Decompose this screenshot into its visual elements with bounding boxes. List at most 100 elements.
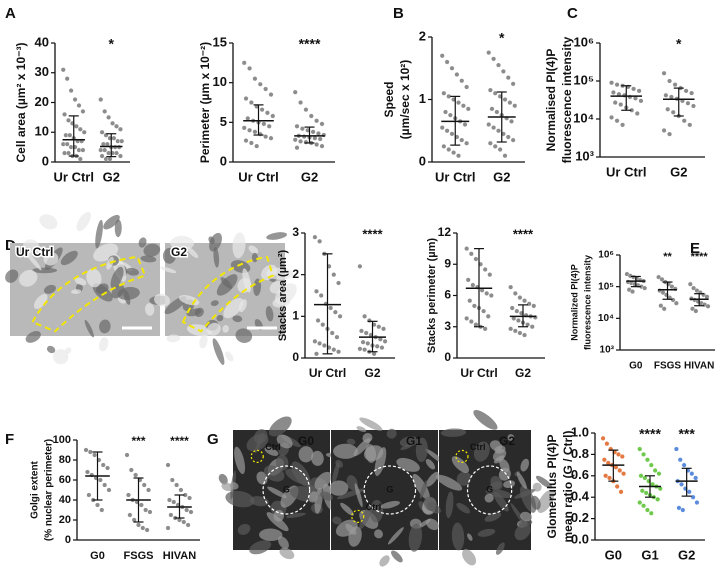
data-point xyxy=(670,109,676,115)
y-tick-label: 10³ xyxy=(575,148,594,163)
data-point xyxy=(487,87,493,93)
data-point xyxy=(517,295,523,301)
data-point xyxy=(495,128,501,134)
data-point xyxy=(676,505,682,511)
data-point xyxy=(318,293,324,299)
data-point xyxy=(77,156,83,162)
y-tick-label: 0.2 xyxy=(571,510,589,525)
x-tick-label: G2 xyxy=(364,366,380,380)
data-point xyxy=(621,471,627,477)
data-point xyxy=(303,107,309,113)
texture xyxy=(267,486,287,499)
data-point xyxy=(365,340,371,346)
data-point xyxy=(264,110,270,116)
texture xyxy=(220,277,232,289)
texture xyxy=(248,245,259,254)
data-point xyxy=(522,298,528,304)
texture xyxy=(216,314,224,322)
data-point xyxy=(604,441,610,447)
texture xyxy=(379,555,390,567)
data-point xyxy=(459,137,465,143)
y-tick-label: 0.4 xyxy=(571,489,590,504)
y-tick-label: 20 xyxy=(59,514,71,526)
data-point xyxy=(314,142,320,148)
data-point xyxy=(508,284,514,290)
y-tick-label: 0 xyxy=(42,153,49,168)
data-point xyxy=(65,117,71,123)
significance: *** xyxy=(678,426,695,442)
texture xyxy=(354,483,363,508)
texture xyxy=(532,482,542,492)
y-tick-label: 0 xyxy=(65,534,71,546)
data-point xyxy=(652,467,658,473)
data-point xyxy=(620,122,626,128)
y-tick-label: 0 xyxy=(419,153,426,168)
data-point xyxy=(618,102,624,108)
data-point xyxy=(317,238,323,244)
data-point xyxy=(62,111,68,117)
data-point xyxy=(491,56,497,62)
data-point xyxy=(315,318,321,324)
data-point xyxy=(65,150,71,156)
texture xyxy=(520,511,533,522)
data-point xyxy=(502,96,508,102)
panel-letter: F xyxy=(5,431,14,448)
data-point xyxy=(83,447,89,453)
texture xyxy=(154,293,171,307)
data-point xyxy=(510,137,516,143)
texture xyxy=(286,512,306,519)
data-point xyxy=(294,145,300,151)
data-point xyxy=(631,86,637,92)
y-axis-label: (µm/sec x 10²) xyxy=(398,60,412,140)
data-point xyxy=(508,326,514,332)
data-point xyxy=(529,324,535,330)
data-point xyxy=(673,300,679,306)
data-point xyxy=(140,525,146,531)
data-point xyxy=(601,457,607,463)
data-point xyxy=(315,130,321,136)
data-point xyxy=(514,308,520,314)
significance: ** xyxy=(663,251,672,263)
texture xyxy=(520,485,537,513)
data-point xyxy=(672,286,678,292)
texture xyxy=(356,426,367,433)
x-tick-label: G0 xyxy=(90,550,105,562)
texture xyxy=(495,542,505,555)
y-tick-label: 0.6 xyxy=(571,467,589,482)
data-point xyxy=(615,451,621,457)
data-point xyxy=(86,492,92,498)
data-point xyxy=(266,123,272,129)
data-point xyxy=(693,475,699,481)
data-point xyxy=(366,318,372,324)
y-tick-label: 1 xyxy=(292,309,299,323)
texture xyxy=(106,256,114,270)
data-point xyxy=(643,490,649,496)
texture xyxy=(234,446,246,475)
data-point xyxy=(72,97,78,103)
texture xyxy=(332,462,340,485)
data-point xyxy=(444,128,450,134)
data-point xyxy=(667,78,673,84)
x-tick-label: Ur Ctrl xyxy=(309,366,346,380)
texture xyxy=(426,518,439,531)
data-point xyxy=(128,467,134,473)
panel-letter: G xyxy=(207,431,219,448)
data-point xyxy=(694,500,700,506)
texture xyxy=(253,429,268,444)
data-point xyxy=(67,132,73,138)
texture xyxy=(86,268,102,288)
data-point xyxy=(64,76,70,82)
data-point xyxy=(248,140,254,146)
texture xyxy=(24,249,42,271)
texture xyxy=(272,296,291,308)
data-point xyxy=(257,81,263,87)
texture xyxy=(425,458,436,470)
texture xyxy=(374,447,387,476)
data-point xyxy=(612,100,618,106)
significance: * xyxy=(499,30,505,46)
data-point xyxy=(639,488,645,494)
texture xyxy=(419,480,428,499)
texture xyxy=(259,528,283,541)
y-axis-label: Speed xyxy=(382,81,396,117)
texture xyxy=(60,250,78,266)
